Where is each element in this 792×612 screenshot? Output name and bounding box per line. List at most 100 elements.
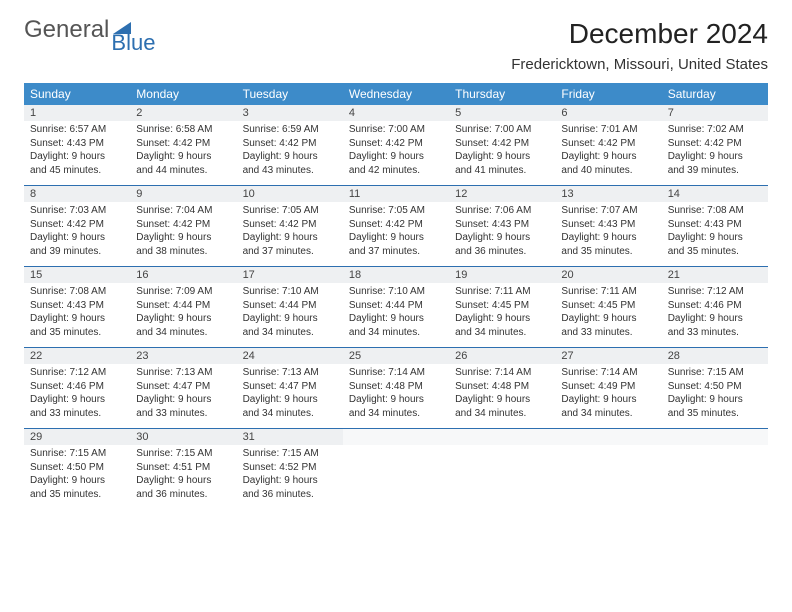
day-cell: Sunrise: 7:15 AMSunset: 4:51 PMDaylight:… [130, 445, 236, 509]
daylight-line: Daylight: 9 hours and 41 minutes. [455, 150, 549, 177]
daylight-line: Daylight: 9 hours and 45 minutes. [30, 150, 124, 177]
sunset-line: Sunset: 4:42 PM [243, 218, 337, 232]
daylight-line: Daylight: 9 hours and 40 minutes. [561, 150, 655, 177]
sunset-line: Sunset: 4:47 PM [243, 380, 337, 394]
data-row: Sunrise: 7:12 AMSunset: 4:46 PMDaylight:… [24, 364, 768, 429]
data-row: Sunrise: 7:03 AMSunset: 4:42 PMDaylight:… [24, 202, 768, 267]
day-number: 15 [24, 267, 130, 284]
daylight-line: Daylight: 9 hours and 34 minutes. [455, 393, 549, 420]
sunset-line: Sunset: 4:43 PM [561, 218, 655, 232]
daylight-line: Daylight: 9 hours and 33 minutes. [30, 393, 124, 420]
day-cell: Sunrise: 7:08 AMSunset: 4:43 PMDaylight:… [24, 283, 130, 348]
sunset-line: Sunset: 4:42 PM [455, 137, 549, 151]
sunrise-line: Sunrise: 7:12 AM [668, 285, 762, 299]
daylight-line: Daylight: 9 hours and 42 minutes. [349, 150, 443, 177]
day-cell: Sunrise: 7:02 AMSunset: 4:42 PMDaylight:… [662, 121, 768, 186]
day-number: 29 [24, 429, 130, 446]
empty-cell [343, 445, 449, 509]
sunset-line: Sunset: 4:47 PM [136, 380, 230, 394]
daylight-line: Daylight: 9 hours and 34 minutes. [243, 312, 337, 339]
day-cell: Sunrise: 7:10 AMSunset: 4:44 PMDaylight:… [343, 283, 449, 348]
day-cell: Sunrise: 7:04 AMSunset: 4:42 PMDaylight:… [130, 202, 236, 267]
sunrise-line: Sunrise: 7:02 AM [668, 123, 762, 137]
sunrise-line: Sunrise: 7:10 AM [243, 285, 337, 299]
weekday-header: Wednesday [343, 83, 449, 105]
day-number: 17 [237, 267, 343, 284]
brand-logo: General Blue [24, 18, 155, 54]
day-number: 8 [24, 186, 130, 203]
sunrise-line: Sunrise: 6:58 AM [136, 123, 230, 137]
day-cell: Sunrise: 7:15 AMSunset: 4:50 PMDaylight:… [662, 364, 768, 429]
sunrise-line: Sunrise: 7:13 AM [136, 366, 230, 380]
day-cell: Sunrise: 7:07 AMSunset: 4:43 PMDaylight:… [555, 202, 661, 267]
day-number: 6 [555, 105, 661, 121]
daylight-line: Daylight: 9 hours and 39 minutes. [668, 150, 762, 177]
day-number: 9 [130, 186, 236, 203]
sunset-line: Sunset: 4:52 PM [243, 461, 337, 475]
day-cell: Sunrise: 7:11 AMSunset: 4:45 PMDaylight:… [555, 283, 661, 348]
day-cell: Sunrise: 7:13 AMSunset: 4:47 PMDaylight:… [130, 364, 236, 429]
sunrise-line: Sunrise: 7:00 AM [455, 123, 549, 137]
day-number: 1 [24, 105, 130, 121]
brand-part1: General [24, 18, 109, 42]
sunset-line: Sunset: 4:42 PM [668, 137, 762, 151]
daylight-line: Daylight: 9 hours and 33 minutes. [136, 393, 230, 420]
sunset-line: Sunset: 4:42 PM [349, 137, 443, 151]
day-number: 19 [449, 267, 555, 284]
daynum-row: 1234567 [24, 105, 768, 121]
sunset-line: Sunset: 4:44 PM [136, 299, 230, 313]
day-number: 31 [237, 429, 343, 446]
daylight-line: Daylight: 9 hours and 35 minutes. [561, 231, 655, 258]
day-number: 2 [130, 105, 236, 121]
day-number: 25 [343, 348, 449, 365]
sunset-line: Sunset: 4:42 PM [349, 218, 443, 232]
day-cell: Sunrise: 7:14 AMSunset: 4:49 PMDaylight:… [555, 364, 661, 429]
weekday-header: Friday [555, 83, 661, 105]
sunrise-line: Sunrise: 7:15 AM [668, 366, 762, 380]
sunset-line: Sunset: 4:45 PM [455, 299, 549, 313]
sunrise-line: Sunrise: 7:13 AM [243, 366, 337, 380]
daylight-line: Daylight: 9 hours and 35 minutes. [30, 474, 124, 501]
weekday-header: Tuesday [237, 83, 343, 105]
day-cell: Sunrise: 7:12 AMSunset: 4:46 PMDaylight:… [662, 283, 768, 348]
sunrise-line: Sunrise: 7:04 AM [136, 204, 230, 218]
daylight-line: Daylight: 9 hours and 37 minutes. [243, 231, 337, 258]
day-number: 26 [449, 348, 555, 365]
day-number: 21 [662, 267, 768, 284]
daylight-line: Daylight: 9 hours and 34 minutes. [349, 312, 443, 339]
sunrise-line: Sunrise: 7:10 AM [349, 285, 443, 299]
weekday-header-row: SundayMondayTuesdayWednesdayThursdayFrid… [24, 83, 768, 105]
sunset-line: Sunset: 4:42 PM [243, 137, 337, 151]
sunset-line: Sunset: 4:48 PM [455, 380, 549, 394]
sunset-line: Sunset: 4:46 PM [668, 299, 762, 313]
day-cell: Sunrise: 7:01 AMSunset: 4:42 PMDaylight:… [555, 121, 661, 186]
daylight-line: Daylight: 9 hours and 34 minutes. [561, 393, 655, 420]
day-number: 27 [555, 348, 661, 365]
day-number: 28 [662, 348, 768, 365]
empty-cell [343, 429, 449, 446]
daynum-row: 15161718192021 [24, 267, 768, 284]
sunrise-line: Sunrise: 7:08 AM [668, 204, 762, 218]
day-cell: Sunrise: 7:09 AMSunset: 4:44 PMDaylight:… [130, 283, 236, 348]
sunrise-line: Sunrise: 7:11 AM [561, 285, 655, 299]
sunset-line: Sunset: 4:44 PM [349, 299, 443, 313]
sunset-line: Sunset: 4:43 PM [668, 218, 762, 232]
day-cell: Sunrise: 7:05 AMSunset: 4:42 PMDaylight:… [343, 202, 449, 267]
daylight-line: Daylight: 9 hours and 34 minutes. [136, 312, 230, 339]
daylight-line: Daylight: 9 hours and 39 minutes. [30, 231, 124, 258]
day-cell: Sunrise: 7:00 AMSunset: 4:42 PMDaylight:… [343, 121, 449, 186]
day-number: 5 [449, 105, 555, 121]
sunset-line: Sunset: 4:44 PM [243, 299, 337, 313]
weekday-header: Sunday [24, 83, 130, 105]
day-cell: Sunrise: 7:11 AMSunset: 4:45 PMDaylight:… [449, 283, 555, 348]
daylight-line: Daylight: 9 hours and 36 minutes. [136, 474, 230, 501]
sunrise-line: Sunrise: 6:59 AM [243, 123, 337, 137]
day-number: 23 [130, 348, 236, 365]
sunrise-line: Sunrise: 7:09 AM [136, 285, 230, 299]
day-cell: Sunrise: 7:15 AMSunset: 4:50 PMDaylight:… [24, 445, 130, 509]
day-cell: Sunrise: 7:05 AMSunset: 4:42 PMDaylight:… [237, 202, 343, 267]
daylight-line: Daylight: 9 hours and 35 minutes. [668, 393, 762, 420]
sunset-line: Sunset: 4:50 PM [668, 380, 762, 394]
data-row: Sunrise: 6:57 AMSunset: 4:43 PMDaylight:… [24, 121, 768, 186]
day-cell: Sunrise: 6:59 AMSunset: 4:42 PMDaylight:… [237, 121, 343, 186]
